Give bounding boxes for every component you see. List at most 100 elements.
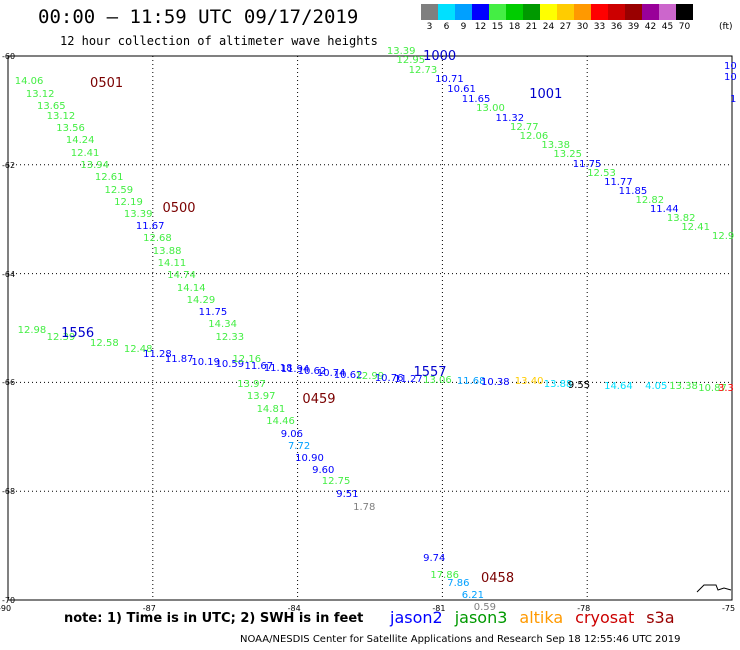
wave-height-label: 11.85 <box>618 186 648 197</box>
legend-level: 24 <box>542 22 555 32</box>
legend-level: 33 <box>593 22 606 32</box>
legend-level: 12 <box>474 22 487 32</box>
legend-swatch <box>540 4 557 20</box>
wave-height-label: 17.86 <box>430 569 459 581</box>
satellite-jason2: jason2 <box>390 608 443 627</box>
legend-swatch <box>591 4 608 20</box>
wave-height-label: 7.86 <box>447 577 470 589</box>
legend-swatch <box>455 4 472 20</box>
wave-height-label: 12.73 <box>408 65 438 77</box>
legend-swatch <box>574 4 591 20</box>
wave-height-label: 12.95 <box>396 55 426 67</box>
wave-height-label: 10.38 <box>481 377 510 389</box>
wave-height-label: 13.97 <box>237 379 266 391</box>
wave-height-label: 13.38 <box>669 380 698 392</box>
legend-swatch <box>659 4 676 20</box>
wave-height-label: 11.77 <box>604 176 633 188</box>
coastline <box>696 584 732 593</box>
wave-height-label: 13.39 <box>123 209 153 221</box>
legend-level: 36 <box>610 22 623 32</box>
lon-tick-label: -87 <box>142 604 156 613</box>
satellite-jason3: jason3 <box>454 608 508 627</box>
legend-level: 9 <box>460 22 467 32</box>
wave-height-label: 14.06 <box>14 76 44 88</box>
wave-height-label: 11.75 <box>572 158 602 170</box>
wave-height-label: 0.59 <box>473 602 497 614</box>
color-scale-legend <box>421 4 693 20</box>
wave-height-label: 7.72 <box>287 440 311 452</box>
wave-height-label: 3.3 <box>718 382 734 394</box>
legend-swatch <box>557 4 574 20</box>
wave-height-label: 11.32 <box>495 112 525 124</box>
lat-tick-label: -68 <box>2 487 16 497</box>
wave-height-label: 9.55 <box>567 379 591 391</box>
track-time-label: 0501 <box>90 76 124 92</box>
wave-height-label: 14.14 <box>176 282 206 294</box>
wave-height-label: 10.74 <box>316 367 346 379</box>
legend-swatch <box>608 4 625 20</box>
wave-height-label: 13.38 <box>541 140 570 152</box>
wave-height-label: 13.56 <box>56 123 85 135</box>
wave-height-label: 13.39 <box>386 45 416 57</box>
wave-height-label: 10.59 <box>215 358 245 370</box>
wave-height-label: 13.82 <box>666 213 696 225</box>
chart-title: 00:00 – 11:59 UTC 09/17/2019 <box>38 6 359 28</box>
wave-height-label: 13.88 <box>543 378 573 390</box>
note-text: note: 1) Time is in UTC; 2) SWH is in fe… <box>64 611 364 626</box>
wave-height-label: 12.33 <box>215 331 245 343</box>
wave-height-label: 11.67 <box>244 361 274 373</box>
wave-height-label: 12.99 <box>355 370 385 382</box>
wave-height-label: 14.46 <box>266 416 295 428</box>
wave-height-label: 13.12 <box>25 89 55 101</box>
wave-height-label: 12.16 <box>232 353 262 365</box>
wave-height-label: 13.25 <box>553 149 583 160</box>
legend-unit: (ft) <box>719 22 733 32</box>
legend-level: 21 <box>525 22 538 32</box>
wave-height-label: 12.59 <box>104 184 134 196</box>
wave-height-label: 13.65 <box>36 100 66 112</box>
lon-tick-label: -90 <box>0 604 12 613</box>
wave-height-label: 12.19 <box>114 196 143 208</box>
wave-height-label: 13.40 <box>514 376 544 388</box>
map-frame <box>7 55 733 601</box>
legend-level: 3 <box>426 22 433 32</box>
wave-height-label: 10.61 <box>447 84 476 96</box>
satellite-cryosat: cryosat <box>575 608 635 627</box>
wave-height-label: 14.24 <box>65 135 95 147</box>
lon-tick-label: -81 <box>432 604 446 613</box>
wave-height-label: 12.82 <box>635 195 665 207</box>
wave-height-label: 13.97 <box>246 391 276 403</box>
legend-level: 30 <box>576 22 589 32</box>
wave-height-label: 12.61 <box>94 172 124 184</box>
wave-height-label: 13.12 <box>46 111 76 123</box>
wave-height-label: 11.68 <box>456 376 486 388</box>
satellite-s3a: s3a <box>646 608 675 627</box>
wave-height-label: 14.64 <box>604 380 633 392</box>
track-time-label: 1000 <box>423 49 457 64</box>
legend-level: 18 <box>508 22 521 32</box>
wave-height-label: 10 <box>724 60 737 72</box>
legend-swatch <box>642 4 659 20</box>
wave-height-label: 10.19 <box>191 356 221 368</box>
track-time-label: 1557 <box>413 364 447 380</box>
satellite-legend: jason2 jason3 altika cryosat s3a <box>390 608 687 627</box>
wave-height-label: 12.58 <box>90 338 119 350</box>
wave-height-label: 12.39 <box>46 331 76 343</box>
legend-level: 6 <box>443 22 450 32</box>
wave-height-label: 14.29 <box>186 294 216 306</box>
wave-height-label: 13.88 <box>152 245 182 257</box>
legend-swatch <box>421 4 438 20</box>
wave-height-label: 9.51 <box>336 489 359 500</box>
footer-credit: NOAA/NESDIS Center for Satellite Applica… <box>240 634 681 645</box>
wave-height-label: 12.9 <box>712 231 735 243</box>
wave-height-label: 14.34 <box>208 319 237 331</box>
legend-level: 70 <box>678 22 691 32</box>
wave-height-label: 11.67 <box>135 221 165 233</box>
wave-height-label: 14.81 <box>256 403 286 415</box>
legend-swatch <box>625 4 642 20</box>
legend-swatch <box>489 4 506 20</box>
wave-height-label: 12.06 <box>519 130 549 142</box>
legend-level: 39 <box>627 22 640 32</box>
legend-swatch <box>472 4 489 20</box>
legend-swatch <box>523 4 540 20</box>
